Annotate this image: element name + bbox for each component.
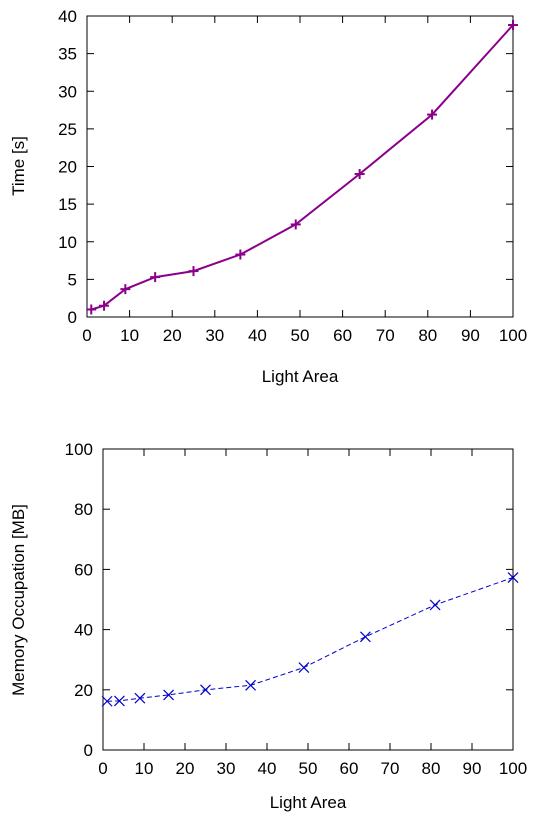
time-series-line — [91, 24, 514, 311]
time-data-point — [235, 249, 246, 260]
time-series-group — [86, 20, 518, 315]
time-data-point — [99, 300, 110, 311]
time-y-axis-title: Time [s] — [9, 136, 28, 196]
time-data-point — [508, 20, 518, 31]
time-y-tick-label: 0 — [68, 308, 77, 327]
memory-data-point — [163, 689, 175, 701]
time-data-point — [86, 304, 97, 315]
memory-x-tick-label: 40 — [258, 759, 277, 778]
time-data-point — [188, 266, 199, 277]
memory-x-tick-label: 80 — [422, 759, 441, 778]
time-y-tick-label: 10 — [58, 233, 77, 252]
memory-series-line — [107, 577, 514, 702]
memory-x-tick-label: 100 — [499, 759, 527, 778]
time-plot-frame — [86, 15, 514, 318]
memory-x-axis: 0 10 20 30 40 50 60 70 80 90 100 — [98, 449, 527, 778]
time-y-tick-label: 20 — [58, 158, 77, 177]
memory-data-point — [359, 631, 371, 643]
time-data-point — [354, 169, 365, 180]
memory-y-axis-title: Memory Occupation [MB] — [9, 504, 28, 696]
time-x-tick-label: 70 — [376, 326, 395, 345]
memory-y-tick-label: 0 — [84, 741, 93, 760]
memory-data-point — [429, 599, 441, 611]
time-data-point — [150, 272, 161, 283]
time-y-tick-label: 35 — [58, 45, 77, 64]
memory-series-group — [101, 572, 519, 707]
time-x-tick-label: 10 — [120, 326, 139, 345]
memory-data-point — [245, 679, 257, 691]
time-data-point — [427, 109, 438, 120]
time-x-tick-label: 0 — [82, 326, 91, 345]
memory-data-point — [298, 662, 310, 673]
memory-x-tick-label: 60 — [340, 759, 359, 778]
time-data-point — [120, 284, 131, 295]
memory-data-point — [134, 692, 146, 704]
memory-x-tick-label: 0 — [98, 759, 107, 778]
time-x-axis: 0 10 20 30 40 50 60 70 80 90 100 — [82, 16, 527, 345]
memory-x-tick-label: 20 — [176, 759, 195, 778]
time-y-tick-label: 40 — [58, 7, 77, 26]
time-x-tick-label: 90 — [461, 326, 480, 345]
time-x-tick-label: 20 — [163, 326, 182, 345]
memory-y-tick-label: 80 — [74, 500, 93, 519]
memory-y-axis: 0 20 40 60 80 100 — [65, 440, 513, 760]
memory-data-point — [101, 695, 113, 707]
time-x-axis-title: Light Area — [262, 367, 339, 386]
time-x-tick-label: 60 — [333, 326, 352, 345]
memory-x-tick-label: 90 — [463, 759, 482, 778]
time-y-axis: 0 5 10 15 20 25 30 35 40 — [58, 7, 513, 327]
time-y-tick-label: 15 — [58, 195, 77, 214]
memory-y-tick-label: 40 — [74, 621, 93, 640]
time-x-tick-label: 100 — [499, 326, 527, 345]
time-x-tick-label: 30 — [205, 326, 224, 345]
memory-data-point — [113, 695, 125, 707]
time-y-tick-label: 30 — [58, 82, 77, 101]
memory-y-tick-label: 100 — [65, 440, 93, 459]
time-x-tick-label: 50 — [291, 326, 310, 345]
memory-y-tick-label: 60 — [74, 560, 93, 579]
memory-data-point — [507, 572, 519, 583]
memory-x-tick-label: 30 — [217, 759, 236, 778]
time-x-tick-label: 80 — [418, 326, 437, 345]
memory-x-tick-label: 50 — [299, 759, 318, 778]
time-x-tick-label: 40 — [248, 326, 267, 345]
memory-data-point — [200, 684, 211, 696]
memory-x-tick-label: 10 — [135, 759, 154, 778]
memory-y-tick-label: 20 — [74, 681, 93, 700]
memory-x-axis-title: Light Area — [270, 793, 347, 812]
memory-chart: 0 10 20 30 40 50 60 70 80 90 100 0 20 40 60 80 100 Ligh… — [9, 440, 527, 812]
time-chart: 0 10 20 30 40 50 60 70 80 90 100 0510152025303540 … — [9, 7, 527, 386]
time-y-tick-label: 25 — [58, 120, 77, 139]
time-data-point — [290, 219, 301, 230]
memory-x-tick-label: 70 — [381, 759, 400, 778]
time-y-tick-label: 5 — [68, 270, 77, 289]
